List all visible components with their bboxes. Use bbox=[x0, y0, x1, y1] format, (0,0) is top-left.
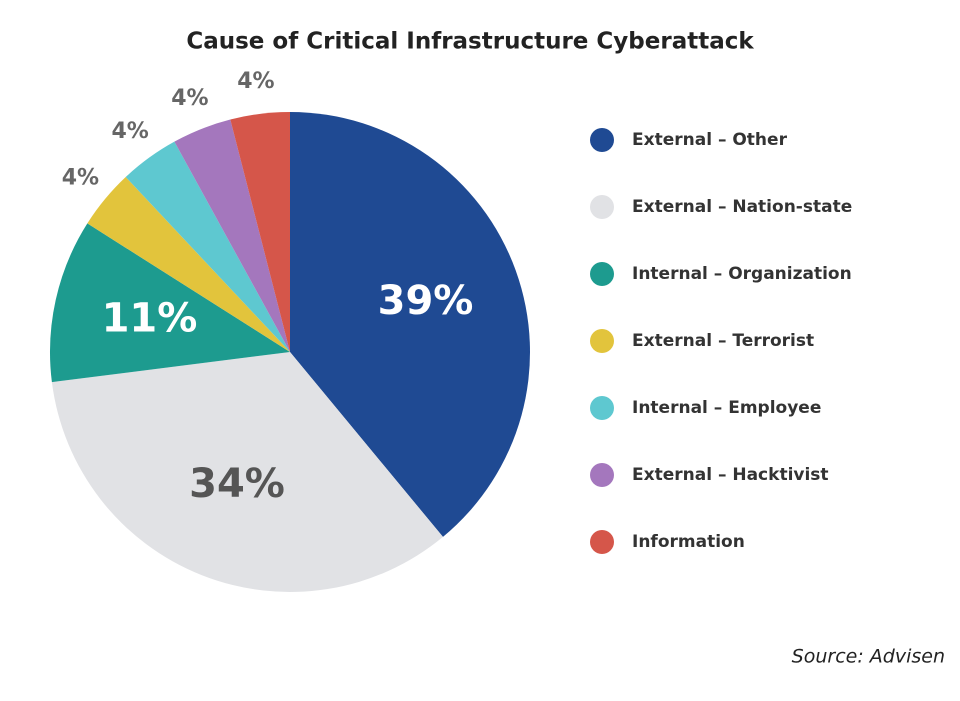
legend-swatch bbox=[590, 262, 614, 286]
legend-swatch bbox=[590, 329, 614, 353]
legend-label: Internal – Organization bbox=[632, 264, 852, 284]
data-label: 4% bbox=[111, 119, 148, 144]
legend-label: External – Hacktivist bbox=[632, 465, 829, 485]
pie-slice bbox=[174, 119, 290, 352]
legend-swatch bbox=[590, 195, 614, 219]
legend-label: External – Nation-state bbox=[632, 197, 852, 217]
legend-label: External – Other bbox=[632, 130, 788, 150]
legend-swatch bbox=[590, 396, 614, 420]
data-label: 34% bbox=[189, 461, 285, 507]
chart-title: Cause of Critical Infrastructure Cyberat… bbox=[186, 29, 754, 55]
legend-label: Internal – Employee bbox=[632, 398, 821, 418]
data-label: 4% bbox=[171, 86, 208, 111]
legend-label: Information bbox=[632, 532, 745, 552]
legend-swatch bbox=[590, 128, 614, 152]
data-label: 39% bbox=[378, 278, 474, 324]
legend-label: External – Terrorist bbox=[632, 331, 814, 351]
pie-slice bbox=[125, 141, 290, 352]
pie-slice bbox=[290, 112, 530, 537]
data-label: 4% bbox=[62, 166, 99, 191]
pie-slice bbox=[230, 112, 290, 352]
data-label: 4% bbox=[237, 69, 274, 94]
pie-slice bbox=[87, 177, 290, 352]
pie-slice bbox=[51, 352, 443, 593]
legend-swatch bbox=[590, 530, 614, 554]
legend-swatch bbox=[590, 463, 614, 487]
pie-slice bbox=[49, 223, 290, 383]
source-note: Source: Advisen bbox=[792, 646, 945, 668]
data-label: 11% bbox=[102, 296, 198, 342]
